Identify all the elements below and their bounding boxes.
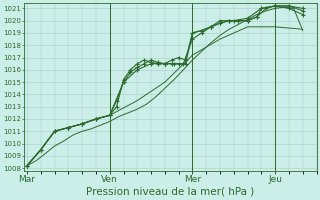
X-axis label: Pression niveau de la mer( hPa ): Pression niveau de la mer( hPa ) bbox=[86, 187, 254, 197]
